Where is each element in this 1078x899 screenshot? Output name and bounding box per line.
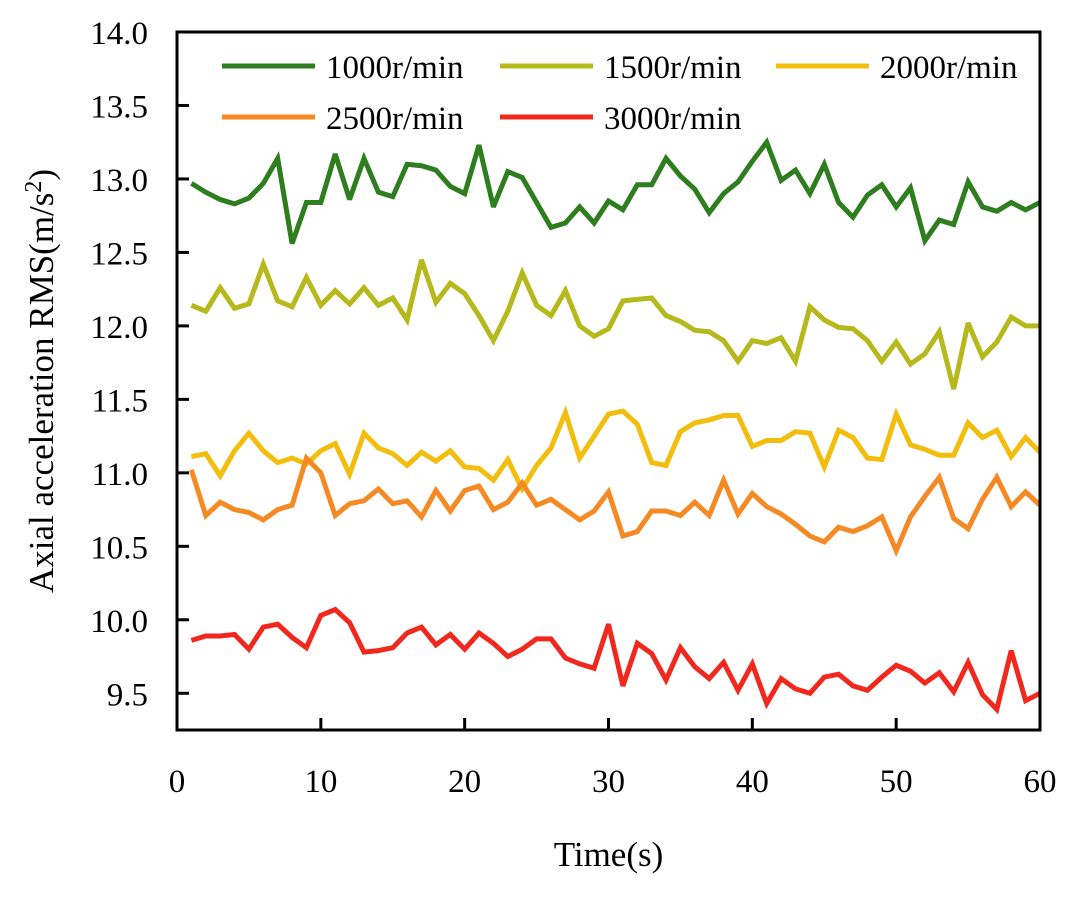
legend-label: 2500r/min [326,101,464,137]
y-tick-label: 11.5 [91,383,148,419]
legend-label: 1000r/min [326,50,464,86]
y-axis-title-main: Axial acceleration RMS(m/s [22,193,61,593]
y-tick-label: 14.0 [90,16,148,52]
y-axis-title-close: ) [22,169,61,181]
y-tick-label: 13.0 [90,163,148,199]
legend: 1000r/min 1500r/min 2000r/min 2500r/min 3000… [222,50,1018,137]
x-tick-label: 0 [169,764,186,800]
y-tick-label: 12.0 [90,310,148,346]
y-tick-label: 12.5 [90,236,148,272]
x-axis-title: Time(s) [554,835,664,874]
y-tick-label: 11.0 [91,457,148,493]
y-axis-title: Axial acceleration RMS(m/s2) [21,169,61,593]
y-tick-label: 13.5 [90,89,148,125]
series-line-1000r-min [190,137,1042,247]
series-line-2000r-min [190,405,1042,495]
y-tick-label: 10.5 [90,530,148,566]
series-line-2500r-min [189,453,1042,558]
x-axis-ticks: 0 10 20 30 40 50 60 [169,718,1057,800]
series-line-3000r-min [190,606,1042,715]
x-tick-label: 20 [448,764,481,800]
x-tick-label: 40 [736,764,769,800]
x-tick-label: 50 [880,764,913,800]
series-line-1500r-min [190,257,1040,390]
y-axis-title-superscript: 2 [21,181,47,193]
x-tick-label: 30 [592,764,625,800]
legend-label: 3000r/min [604,101,742,137]
y-axis-ticks: 9.5 10.0 10.5 11.0 11.5 12.0 12.5 13.0 13.5 14.0 [90,16,189,713]
legend-label: 1500r/min [604,50,742,86]
y-tick-label: 9.5 [107,677,148,713]
series-layer [189,137,1042,715]
x-tick-label: 10 [304,764,337,800]
y-tick-label: 10.0 [90,604,148,640]
legend-label: 2000r/min [880,50,1018,86]
x-tick-label: 60 [1024,764,1057,800]
